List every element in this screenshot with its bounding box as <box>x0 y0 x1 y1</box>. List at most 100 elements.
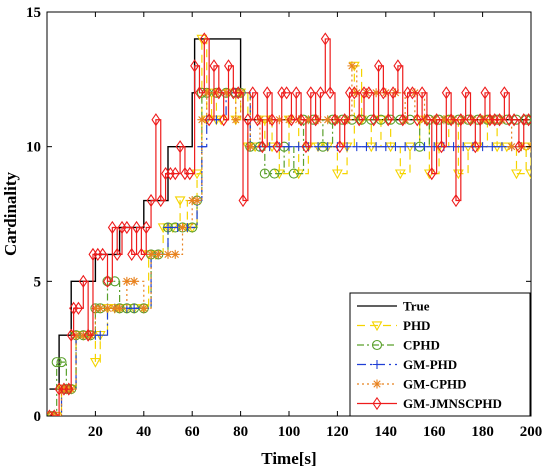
data-point-gm-cphd <box>78 330 88 340</box>
data-point-gm-cphd <box>221 88 231 98</box>
data-point-gm-cphd <box>197 115 207 125</box>
data-point-gm-cphd <box>202 88 212 98</box>
data-point-gm-jmnscphd <box>141 220 151 235</box>
data-point-gm-jmnscphd <box>98 247 108 262</box>
data-point-gm-phd <box>323 142 333 152</box>
data-point-gm-jmnscphd <box>83 328 93 342</box>
data-point-gm-jmnscphd <box>204 113 214 127</box>
data-point-gm-jmnscphd <box>417 86 427 100</box>
data-point-phd <box>394 169 406 180</box>
data-point-gm-jmnscphd <box>146 193 156 208</box>
data-point-gm-jmnscphd <box>499 86 509 100</box>
data-point-gm-cphd <box>294 115 304 125</box>
legend-item-gm-jmnscphd: GM-JMNSCPHD <box>357 396 502 411</box>
data-point-gm-jmnscphd <box>495 113 505 127</box>
data-point-gm-jmnscphd <box>262 86 272 100</box>
data-point-gm-cphd <box>90 303 100 313</box>
data-point-gm-jmnscphd <box>340 113 350 127</box>
data-point-gm-jmnscphd <box>325 86 335 100</box>
x-tick-label: 100 <box>278 424 301 440</box>
data-point-gm-jmnscphd <box>514 140 524 154</box>
data-point-cphd <box>56 357 67 368</box>
data-point-gm-jmnscphd <box>524 113 531 127</box>
data-point-gm-cphd <box>303 115 313 125</box>
data-point-gm-jmnscphd <box>422 113 432 127</box>
data-point-cphd <box>385 114 396 125</box>
data-point-gm-jmnscphd <box>354 113 364 127</box>
data-point-gm-cphd <box>153 249 163 259</box>
data-point-gm-jmnscphd <box>451 193 461 208</box>
y-tick-label: 0 <box>34 409 42 425</box>
data-point-cphd <box>356 114 367 125</box>
data-point-gm-cphd <box>103 303 112 313</box>
data-point-gm-phd <box>487 142 497 152</box>
data-point-gm-phd <box>163 222 173 232</box>
legend-box <box>349 292 531 417</box>
legend-label-gm-jmnscphd: GM-JMNSCPHD <box>403 396 502 411</box>
data-point-gm-jmnscphd <box>272 140 282 154</box>
data-point-gm-jmnscphd <box>441 86 451 100</box>
data-point-cphd <box>259 168 270 179</box>
data-point-gm-jmnscphd <box>209 59 219 73</box>
data-point-gm-jmnscphd <box>103 274 112 288</box>
y-tick-label: 10 <box>26 140 41 156</box>
data-point-gm-jmnscphd <box>64 382 74 396</box>
data-point-gm-cphd <box>192 196 202 206</box>
data-point-gm-jmnscphd <box>243 113 253 127</box>
data-point-gm-jmnscphd <box>349 86 359 100</box>
data-point-gm-cphd <box>122 276 132 286</box>
data-point-gm-jmnscphd <box>73 301 83 315</box>
data-point-gm-cphd <box>95 303 105 313</box>
data-point-gm-jmnscphd <box>335 140 345 154</box>
data-point-gm-cphd <box>178 222 188 232</box>
data-point-gm-jmnscphd <box>393 59 403 73</box>
data-point-gm-jmnscphd <box>190 59 200 73</box>
data-point-phd <box>525 169 531 180</box>
data-point-gm-jmnscphd <box>78 274 88 288</box>
series-gm-jmnscphd <box>47 32 531 416</box>
data-point-gm-jmnscphd <box>151 113 161 127</box>
data-point-gm-cphd <box>71 330 81 340</box>
data-point-gm-jmnscphd <box>480 86 490 100</box>
data-point-phd <box>89 357 101 368</box>
data-point-gm-cphd <box>274 115 284 125</box>
data-point-phd <box>331 169 343 180</box>
data-point-gm-cphd <box>139 303 149 313</box>
data-point-gm-jmnscphd <box>219 113 229 127</box>
x-tick-label: 140 <box>375 424 398 440</box>
data-point-gm-phd <box>313 142 323 152</box>
data-point-gm-jmnscphd <box>112 247 122 262</box>
data-point-gm-jmnscphd <box>233 86 243 100</box>
data-point-gm-cphd <box>231 115 241 125</box>
legend-item-phd: PHD <box>357 318 430 333</box>
data-point-gm-jmnscphd <box>311 113 321 127</box>
data-point-gm-jmnscphd <box>461 86 471 100</box>
data-point-gm-jmnscphd <box>427 166 437 181</box>
data-point-gm-jmnscphd <box>374 59 384 73</box>
data-point-cphd <box>521 114 531 125</box>
x-tick-label: 60 <box>185 424 200 440</box>
legend-item-cphd: CPHD <box>357 338 440 353</box>
legend-label-true: True <box>403 299 430 314</box>
data-point-gm-jmnscphd <box>432 113 442 127</box>
legend-marker-gm-cphd <box>372 379 382 389</box>
data-point-gm-cphd <box>163 249 173 259</box>
data-point-gm-cphd <box>245 142 255 152</box>
data-point-phd <box>174 196 186 207</box>
x-tick-label: 180 <box>471 424 494 440</box>
data-point-gm-cphd <box>347 61 357 71</box>
data-point-cphd <box>269 168 280 179</box>
legend-label-gm-cphd: GM-CPHD <box>403 377 467 392</box>
data-point-gm-phd <box>410 142 420 152</box>
data-point-gm-cphd <box>187 196 197 206</box>
data-point-gm-phd <box>352 142 362 152</box>
legend-marker-cphd <box>371 339 383 351</box>
series-line-gm-jmnscphd <box>49 38 529 416</box>
data-point-gm-jmnscphd <box>301 140 311 154</box>
data-point-gm-cphd <box>323 115 333 125</box>
series-line-gm-cphd <box>51 65 531 416</box>
x-tick-label: 120 <box>326 424 349 440</box>
data-point-gm-phd <box>390 142 400 152</box>
data-point-gm-jmnscphd <box>248 86 258 100</box>
